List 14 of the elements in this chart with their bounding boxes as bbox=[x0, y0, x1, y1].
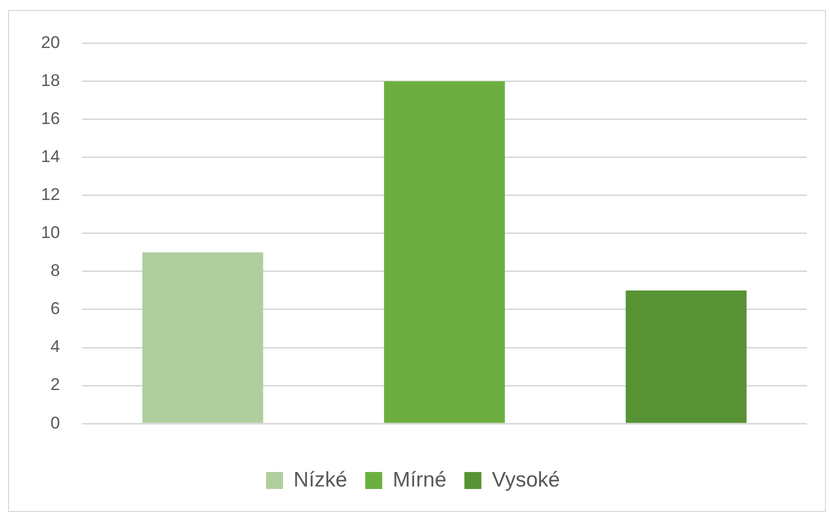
legend-label: Vysoké bbox=[492, 468, 560, 492]
y-tick-label: 2 bbox=[50, 375, 60, 394]
y-tick-label: 4 bbox=[50, 337, 60, 356]
y-tick-label: 12 bbox=[40, 185, 60, 204]
y-tick-label: 14 bbox=[40, 147, 60, 166]
y-tick-label: 18 bbox=[40, 70, 60, 90]
y-tick-label: 6 bbox=[50, 299, 60, 318]
legend-label: Mírné bbox=[392, 468, 446, 492]
legend-label: Nízké bbox=[294, 468, 348, 492]
y-tick-label: 8 bbox=[50, 261, 60, 280]
y-tick-label: 0 bbox=[50, 413, 60, 432]
y-tick-label: 10 bbox=[40, 223, 60, 242]
y-tick-label: 16 bbox=[40, 108, 60, 128]
y-tick-label: 20 bbox=[40, 32, 60, 52]
